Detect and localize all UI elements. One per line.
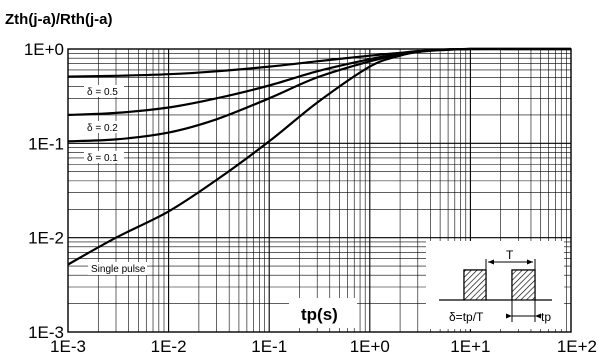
series-line-1: [67, 47, 571, 116]
curves: [67, 47, 571, 266]
pulse-2: [511, 269, 536, 301]
label-delta-0.2: δ = 0.2: [87, 123, 118, 134]
series-line-2: [67, 47, 571, 143]
x-tick-label: 1E-2: [151, 337, 187, 356]
label-delta-0.5: δ = 0.5: [87, 87, 118, 98]
pulse-1: [463, 269, 487, 301]
plot-frame: [67, 48, 572, 333]
label-single-pulse: Single pulse: [91, 264, 146, 275]
series-line-3: [67, 47, 571, 266]
x-tick-label: 1E+1: [450, 337, 490, 356]
major-grid: [68, 49, 571, 332]
x-tick-label: 1E-3: [50, 337, 86, 356]
y-tick-label: 1E+0: [24, 40, 64, 59]
pulse-inset: T δ=tp/T tp: [426, 241, 564, 329]
chart-title: Zth(j-a)/Rth(j-a): [5, 11, 112, 28]
y-tick-label: 1E-3: [28, 323, 64, 342]
x-tick-label: 1E-1: [251, 337, 287, 356]
y-tick-labels: 1E-3 1E-2 1E-1 1E+0: [24, 40, 64, 342]
curve-labels: δ = 0.5 δ = 0.2 δ = 0.1 Single pulse: [84, 85, 147, 275]
x-axis-label: tp(s): [301, 305, 338, 324]
y-tick-label: 1E-1: [28, 134, 64, 153]
x-tick-label: 1E+0: [350, 337, 390, 356]
y-tick-label: 1E-2: [28, 229, 64, 248]
x-axis-label-box: [289, 298, 357, 328]
duty-cycle-label: δ=tp/T: [449, 310, 484, 324]
period-label: T: [506, 248, 514, 262]
pulse-width-label: tp: [541, 310, 551, 324]
x-tick-labels: 1E-3 1E-2 1E-1 1E+0 1E+1 1E+2: [50, 337, 597, 356]
x-tick-label: 1E+2: [557, 337, 597, 356]
label-delta-0.1: δ = 0.1: [87, 153, 118, 164]
